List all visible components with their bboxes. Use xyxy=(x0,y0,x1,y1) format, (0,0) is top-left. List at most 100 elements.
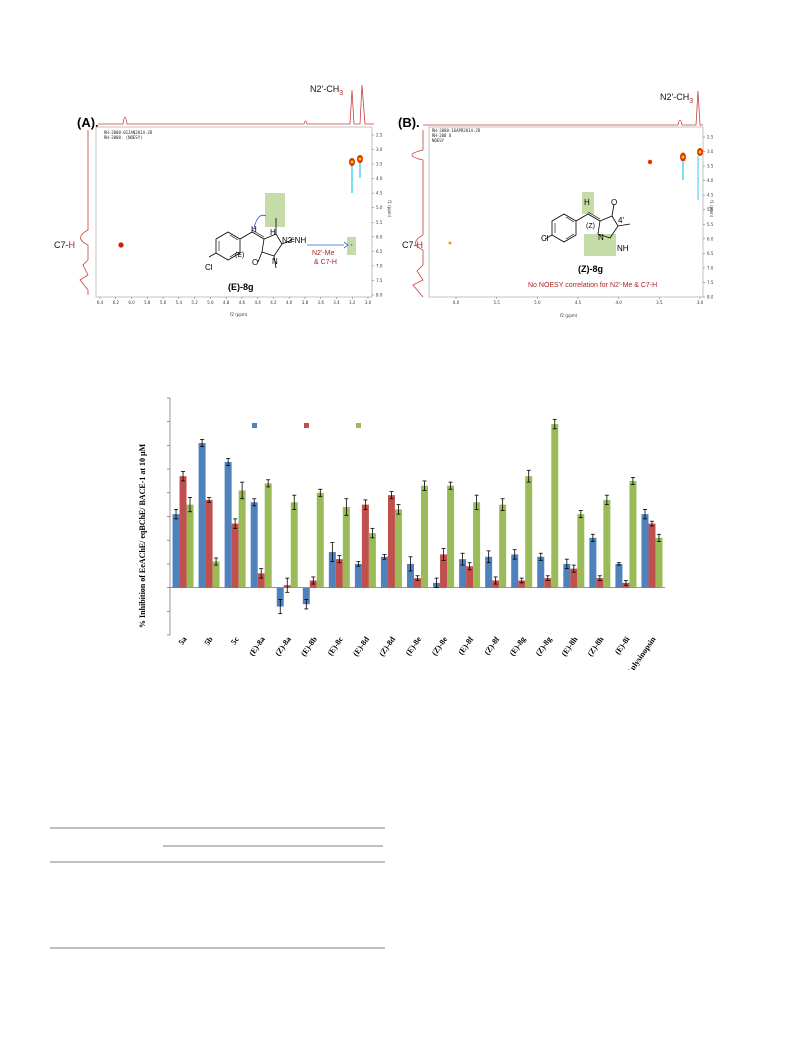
category-label: (E)-8b xyxy=(299,635,319,658)
panel-a-f2-tick-label: 3.2 xyxy=(349,300,356,305)
bar-(E)-8b-s1 xyxy=(302,587,310,605)
bar-(Z)-8h-s2 xyxy=(596,578,604,588)
category-label: (Z)-8d xyxy=(377,635,397,658)
bar-(E)-8g-s1 xyxy=(511,554,519,588)
panel-a-f1-tick-label: 3.5 xyxy=(376,162,383,167)
panel-a-noe-arrow xyxy=(253,214,267,229)
panel-b-f1-tick-label: 7.5 xyxy=(707,280,713,285)
bar-5c-s3 xyxy=(238,490,246,588)
bar-(E)-8d-s1 xyxy=(354,563,362,588)
panel-b-f2-tick-label: 3.0 xyxy=(697,300,704,305)
panel-a-peak-left-label: C7-H xyxy=(54,240,76,250)
bar-(E)-8a-s1 xyxy=(250,502,258,588)
panel-a-f1-tick-label: 6.0 xyxy=(376,234,383,239)
bar-(E)-8c-s1 xyxy=(328,552,336,588)
bar-(Z)-8e-s2 xyxy=(440,554,448,588)
bar-(E)-8d-s2 xyxy=(361,504,369,588)
bar-5c-s2 xyxy=(231,523,239,588)
panel-a-correlation-note-1: N2'-Me xyxy=(312,250,335,257)
panel-b-molecule xyxy=(544,192,631,256)
panel-b-atom-nh: NH xyxy=(617,244,629,253)
panel-b-left-projection xyxy=(411,130,424,298)
table-frame xyxy=(50,827,385,949)
panel-b-f2-axis: 6.0 5.5 5.0 4.5 4.0 3.5 3.0 xyxy=(453,297,704,305)
panel-a-f1-tick-label: 5.0 xyxy=(376,205,383,210)
panel-b-atom-n4p: 4' xyxy=(618,216,624,225)
panel-b-no-correlation-note: No NOESY correlation for N2'-Me & C7-H xyxy=(528,282,658,289)
panel-b-peak-left-label: C7-H xyxy=(402,240,424,250)
panel-a-f1-tick-label: 4.5 xyxy=(376,191,383,196)
panel-a-cross-peak-c7h xyxy=(118,242,124,248)
panel-b-atom-cl: Cl xyxy=(541,234,549,243)
panel-b-f1-tick-label: 6.5 xyxy=(707,251,713,256)
bar-(Z)-8h-s3 xyxy=(603,499,611,588)
panel-b-f1-tick-label: 7.0 xyxy=(707,265,713,270)
panel-b-nmr-spectrum: 2.5 3.0 3.5 4.0 4.5 5.0 5.5 6.0 6.5 7.0 7.5 8.0 6.0… xyxy=(411,90,713,305)
panel-a-highlight-peak xyxy=(350,244,353,246)
panel-a-f1-tick-label: 6.5 xyxy=(376,249,383,254)
bar-(Z)-8g-s2 xyxy=(544,578,552,588)
panel-a-f2-tick-label: 4.0 xyxy=(286,300,293,305)
bar-(Z)-8d-s1 xyxy=(380,556,388,588)
panel-a-f2-tick-label: 4.6 xyxy=(239,300,246,305)
category-label: 5a xyxy=(177,635,189,647)
panel-a-label: (A). xyxy=(77,115,99,130)
panel-a-f2-tick-label: 3.6 xyxy=(318,300,325,305)
panel-a-f1-tick-label: 7.5 xyxy=(376,278,383,283)
panel-a-molecule xyxy=(208,193,293,269)
panel-a-f1-tick-label: 2.5 xyxy=(376,133,383,138)
category-label: (Z)-8f xyxy=(482,635,501,657)
panel-a-hydantoin-ring xyxy=(261,233,283,257)
panel-a-top-projection xyxy=(98,84,374,125)
panel-b-f2-tick-label: 3.5 xyxy=(656,300,663,305)
legend-swatch-3 xyxy=(356,423,361,428)
bar-(Z)-8h-s1 xyxy=(589,537,597,588)
panel-a-diagonal-peak-1-core xyxy=(350,160,354,164)
panel-b-f2-tick-label: 5.0 xyxy=(534,300,541,305)
panel-a-atom-eq-nh: =NH xyxy=(290,236,307,245)
panel-b-methyl-highlight xyxy=(584,234,616,256)
panel-b-plot-frame xyxy=(428,126,704,298)
bar-Aplysinopsin-s1 xyxy=(641,514,649,588)
category-label: (E)-8i xyxy=(613,634,632,656)
bar-(Z)-8d-s2 xyxy=(387,495,395,588)
panel-b-f2-tick-label: 5.5 xyxy=(493,300,500,305)
panel-b-f2-tick-label: 6.0 xyxy=(453,300,460,305)
panel-b-c7h-peak xyxy=(448,241,452,245)
panel-b-stereo: (Z) xyxy=(586,223,595,230)
panel-a-correlation-note-2: & C7-H xyxy=(314,259,337,266)
panel-b-f1-tick-label: 5.5 xyxy=(707,222,713,227)
panel-a-f2-tick-label: 4.4 xyxy=(254,300,261,305)
panel-b-label: (B). xyxy=(398,115,420,130)
category-label: (Z)-8g xyxy=(534,635,554,658)
bar-(E)-8g-s3 xyxy=(525,476,533,588)
bar-5c-s1 xyxy=(224,461,232,588)
panel-a-f2-tick-label: 6.4 xyxy=(97,300,104,305)
bar-5b-s2 xyxy=(205,499,213,588)
panel-b-f1-tick-label: 5.0 xyxy=(707,207,713,212)
panel-a-atom-n: N xyxy=(272,257,278,266)
panel-b-f1-axis: 2.5 3.0 3.5 4.0 4.5 5.0 5.5 6.0 6.5 7.0 7.5 8.0 xyxy=(703,135,713,300)
panel-b-f1-tick-label: 8.0 xyxy=(707,295,713,300)
category-label: (E)-8e xyxy=(404,635,424,658)
category-label: (Z)-8e xyxy=(430,635,450,658)
bar-(Z)-8g-s1 xyxy=(537,556,545,588)
panel-a-diagonal-peak-2-core xyxy=(358,157,362,161)
panel-a-peak-top-label: N2'-CH3 xyxy=(310,84,344,97)
panel-a-atom-h: H xyxy=(251,225,257,234)
chart-y-axis-label: % Inhibition of EeAChE/ eqBChE/ BACE-1 a… xyxy=(138,443,147,628)
bar-(Z)-8f-s3 xyxy=(499,504,507,588)
bar-(E)-8b-s3 xyxy=(316,492,324,588)
bar-(E)-8h-s3 xyxy=(577,514,585,588)
panel-a-f1-tick-label: 7.0 xyxy=(376,263,383,268)
bar-(E)-8a-s2 xyxy=(257,573,265,588)
bar-5b-s1 xyxy=(198,443,206,588)
panel-a-f2-tick-label: 3.0 xyxy=(365,300,372,305)
panel-a-f2-tick-label: 3.4 xyxy=(333,300,340,305)
bar-(Z)-8d-s3 xyxy=(394,509,402,588)
panel-a-f1-tick-label: 8.0 xyxy=(376,293,383,298)
category-label: (E)-8a xyxy=(247,635,267,658)
panel-b-f1-title: f1 (ppm) xyxy=(709,200,714,218)
bar-(E)-8a-s3 xyxy=(264,483,272,588)
panel-a-compound: (E)-8g xyxy=(228,282,254,292)
